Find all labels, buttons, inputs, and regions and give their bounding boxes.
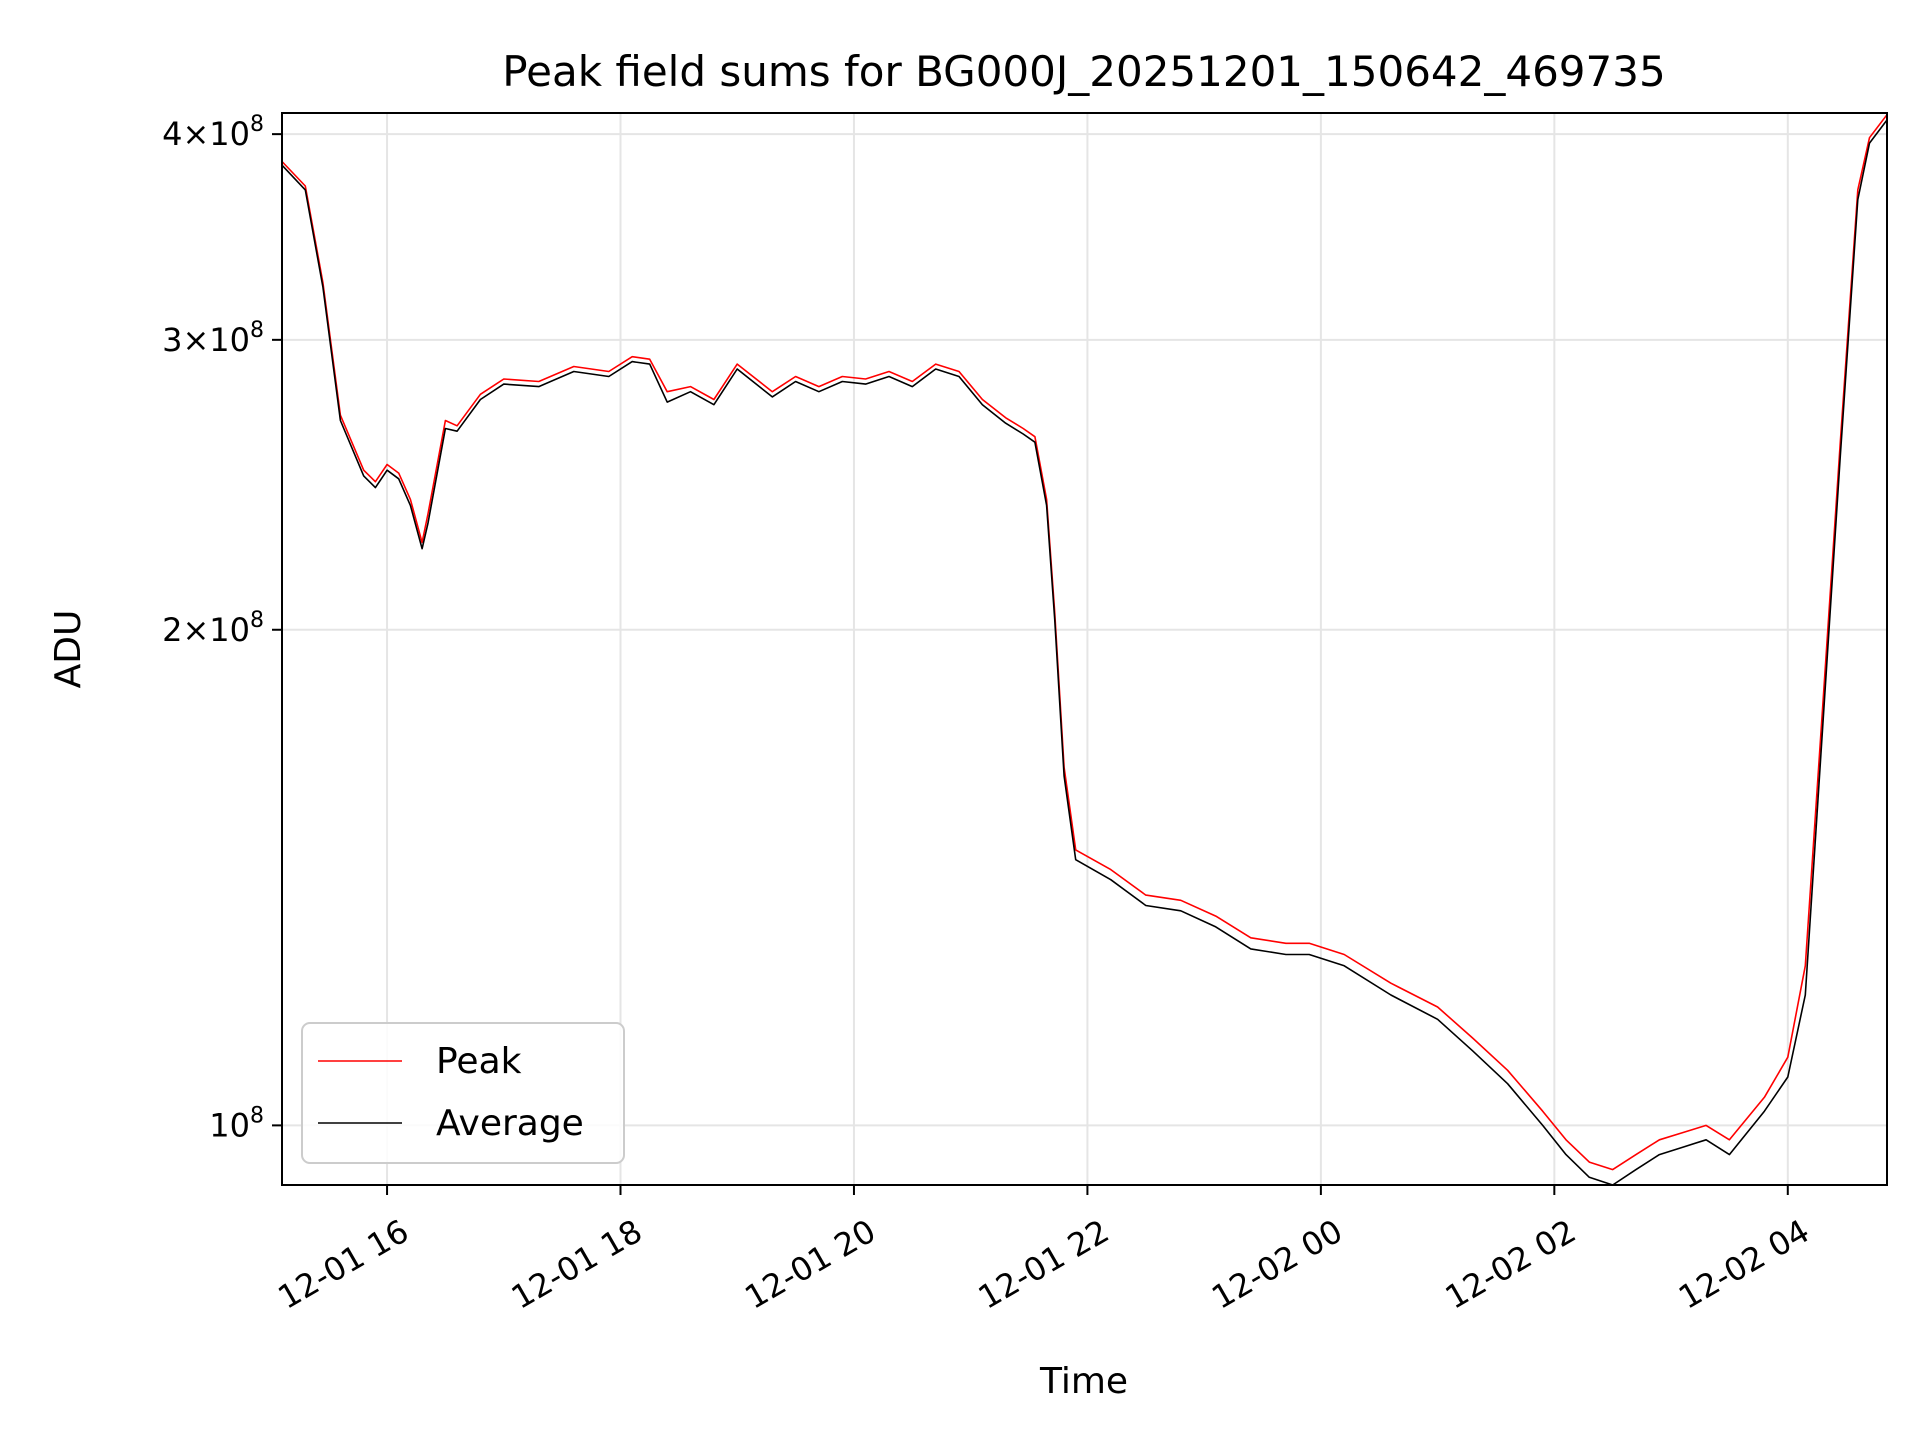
chart-title: Peak field sums for BG000J_20251201_1506… (502, 47, 1665, 96)
grid (282, 113, 1887, 1185)
series-layer (281, 114, 1888, 1186)
legend: Peak Average (301, 1022, 625, 1164)
x-tick-label: 12-02 04 (1672, 1212, 1816, 1317)
series-average-line (281, 119, 1888, 1186)
y-tick-label: 108 (209, 1103, 264, 1144)
x-tick-label: 12-02 00 (1205, 1212, 1349, 1317)
x-axis-label: Time (1039, 1361, 1128, 1402)
legend-average-label: Average (436, 1103, 584, 1144)
series-peak-line (281, 114, 1888, 1171)
y-tick-label: 3×108 (162, 318, 264, 359)
x-axis: 12-01 16 12-01 18 12-01 20 12-01 22 12-02 00… (271, 1185, 1816, 1317)
y-axis: 108 2×108 3×108 4×108 (162, 112, 282, 1144)
legend-box (301, 1022, 625, 1164)
x-tick-label: 12-01 22 (972, 1212, 1116, 1317)
plot-frame (281, 112, 1888, 1186)
x-tick-label: 12-01 16 (271, 1212, 415, 1317)
x-tick-label: 12-02 02 (1439, 1212, 1583, 1317)
y-tick-label: 2×108 (162, 608, 264, 649)
y-axis-label: ADU (48, 610, 89, 689)
x-tick-label: 12-01 20 (738, 1212, 882, 1317)
x-tick-label: 12-01 18 (505, 1212, 649, 1317)
legend-peak-label: Peak (436, 1041, 522, 1082)
y-tick-label: 4×108 (162, 112, 264, 153)
